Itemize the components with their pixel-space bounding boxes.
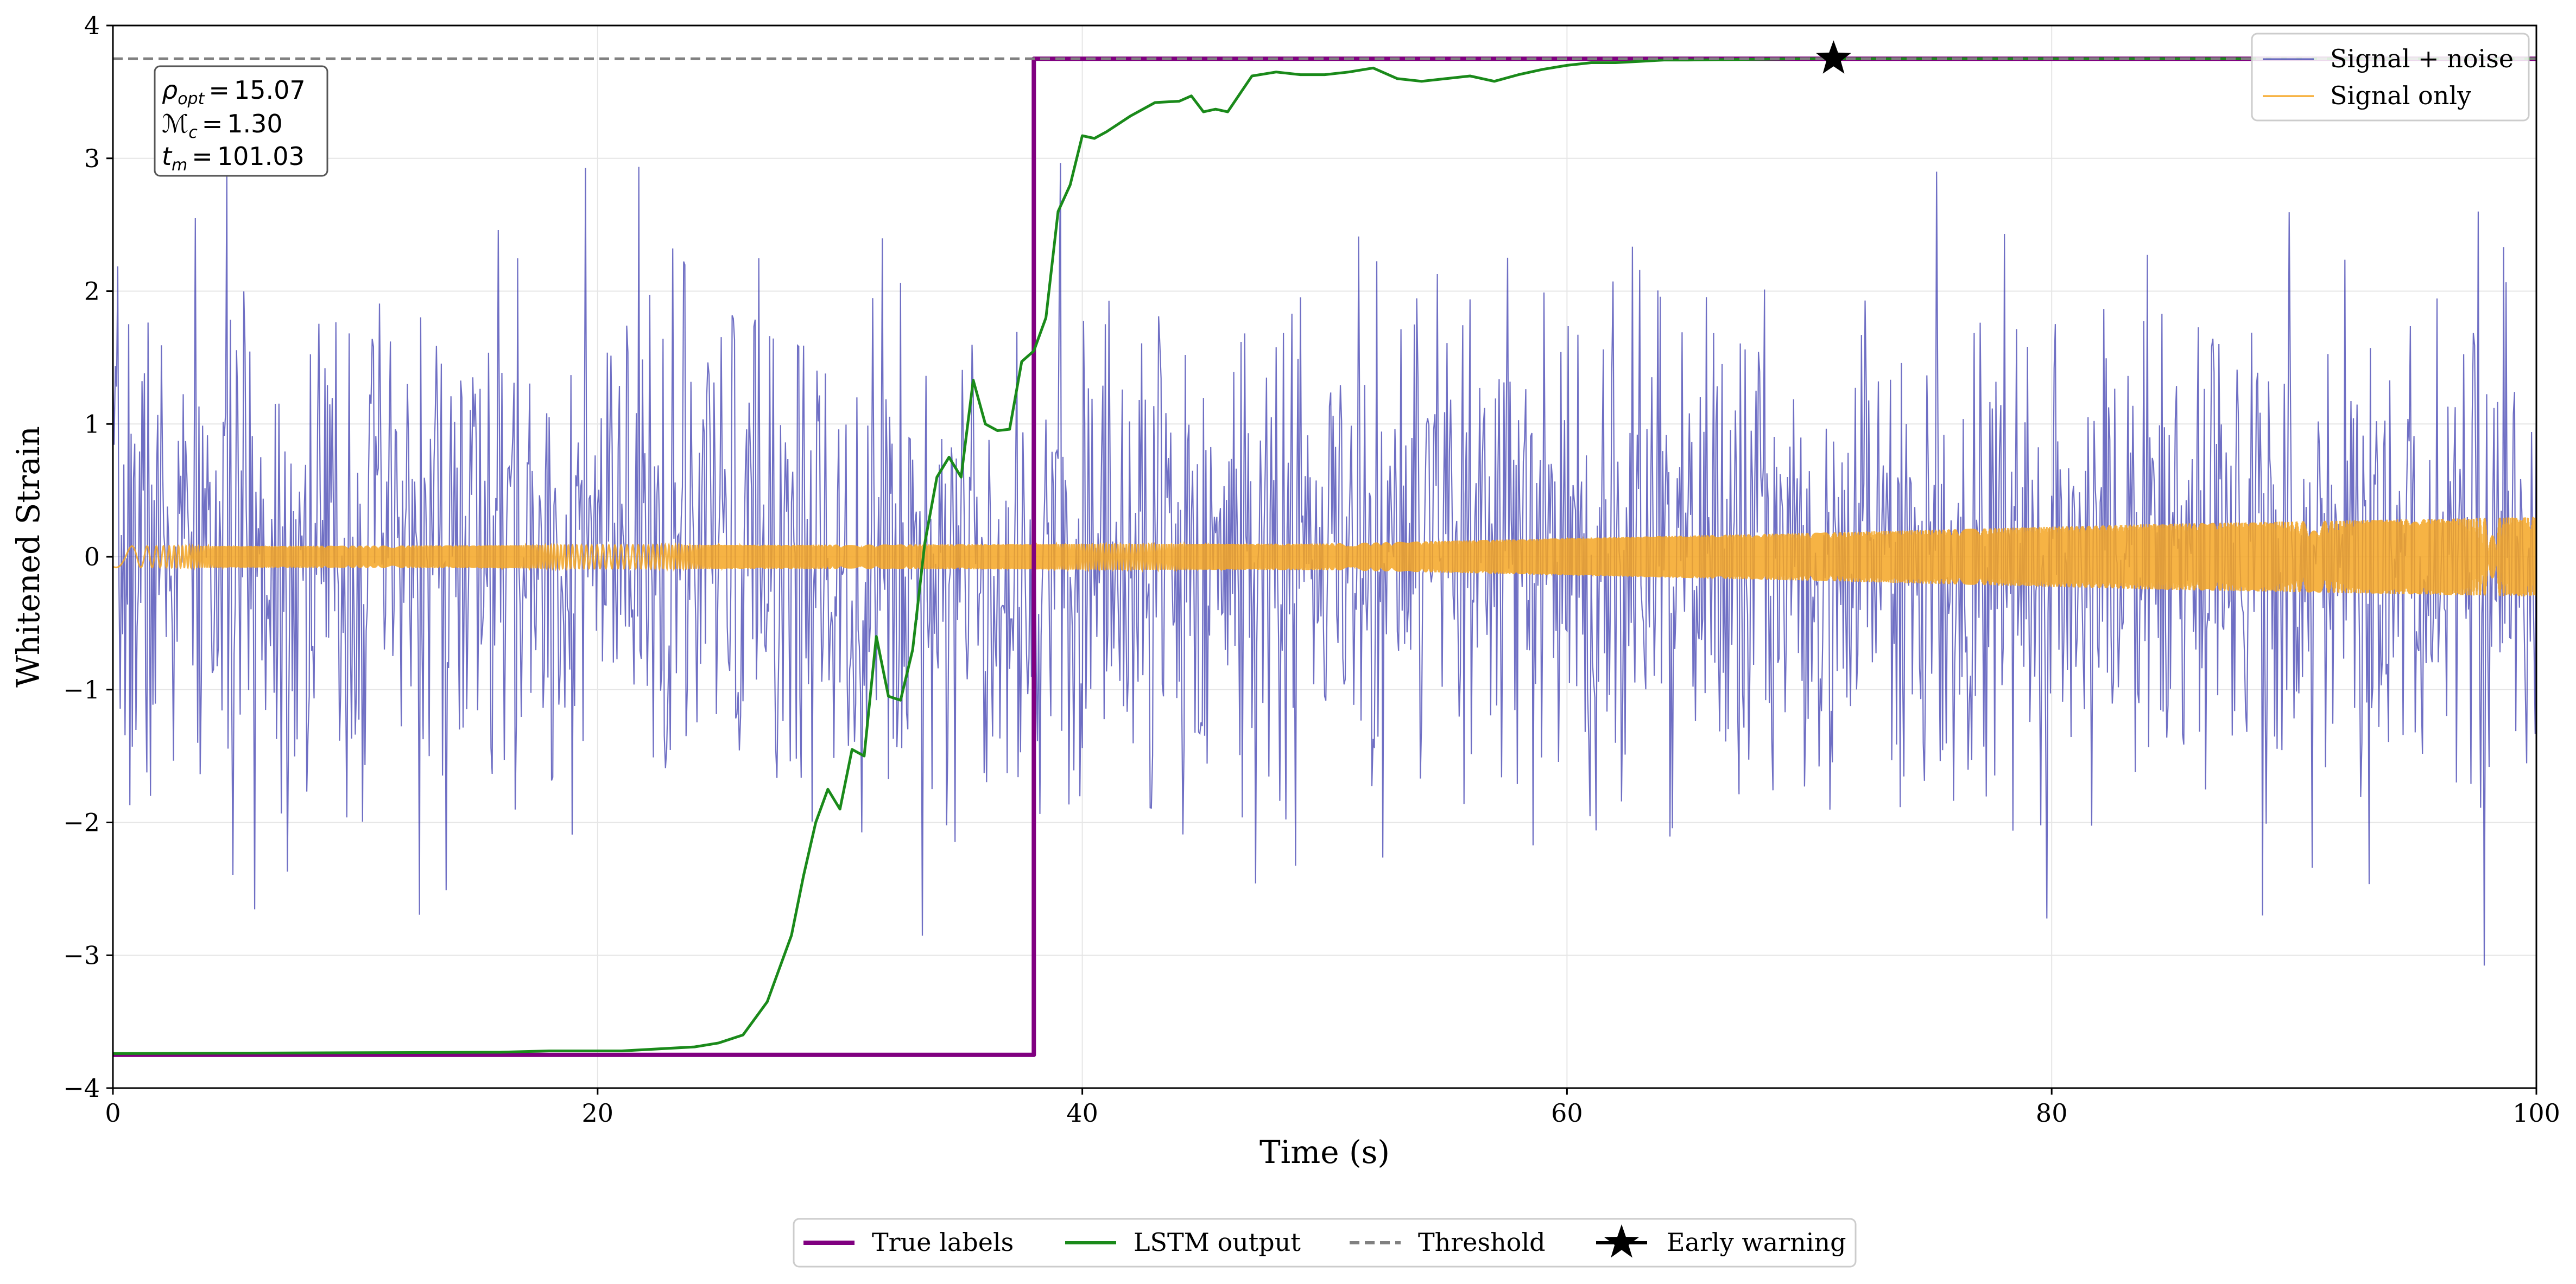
y-tick-label: −3 (63, 940, 100, 970)
x-axis-label: Time (s) (1259, 1134, 1390, 1171)
legend-upper-frame (2251, 33, 2530, 122)
series-lstm-output (113, 57, 2536, 1055)
early-warning-marker (1816, 40, 1851, 74)
y-tick-label: −4 (63, 1073, 100, 1103)
info-rho-equals: = (208, 75, 230, 105)
legend-label-true-labels: True labels (872, 1228, 1014, 1257)
y-axis-label: Whitened Strain (10, 426, 47, 688)
info-tm-subscript: m (172, 156, 187, 175)
x-tick-label: 80 (2036, 1098, 2068, 1128)
y-tick-label: 1 (84, 409, 100, 438)
legend-lower-frame (793, 1218, 1857, 1268)
y-tick-label: 2 (84, 277, 100, 306)
x-tick-label: 40 (1066, 1098, 1098, 1128)
y-tick-label: −1 (63, 675, 100, 704)
legend-label-early-warning: Early warning (1667, 1228, 1846, 1257)
legend-swatch-early-warning-star (1604, 1224, 1640, 1258)
info-rho-symbol: ρ (162, 75, 178, 105)
y-tick-label: 0 (84, 542, 100, 571)
legend-label-signal-noise: Signal + noise (2330, 44, 2514, 73)
info-rho-subscript: opt (178, 90, 205, 109)
legend-label-threshold: Threshold (1418, 1228, 1546, 1257)
x-tick-label: 0 (105, 1098, 121, 1128)
legend-label-signal-only: Signal only (2330, 81, 2471, 110)
x-tick-label: 100 (2512, 1098, 2560, 1128)
info-tm-equals: = (192, 142, 213, 171)
y-tick-label: 3 (84, 144, 100, 173)
axis-ticks: 0 20 40 60 80 100 −4 −3 −2 −1 0 1 2 3 4 (63, 11, 2560, 1128)
info-mc-value: 1.30 (227, 109, 282, 138)
info-box-frame (154, 65, 328, 177)
info-rho-opt: ρopt = 15.07 (162, 75, 306, 109)
info-mc-symbol: ℳ (162, 109, 188, 138)
info-tm-symbol: t (162, 142, 173, 171)
x-tick-label: 20 (582, 1098, 614, 1128)
info-mc-equals: = (202, 109, 223, 138)
info-tm-value: 101.03 (217, 142, 305, 171)
legend-lower: True labels LSTM output Threshold Early … (793, 1218, 1857, 1268)
info-rho-value: 15.07 (234, 75, 306, 105)
info-merger-time: tm = 101.03 (162, 142, 305, 175)
data-layer (113, 40, 2536, 1057)
y-tick-label: 4 (84, 11, 100, 40)
y-tick-label: −2 (63, 808, 100, 837)
legend-upper: Signal + noise Signal only (2251, 33, 2530, 122)
parameters-info-box: ρopt = 15.07 ℳc = 1.30 tm = 101.03 (154, 65, 328, 177)
info-mc-subscript: c (188, 123, 198, 142)
legend-label-lstm-output: LSTM output (1134, 1228, 1301, 1257)
series-signal-only (113, 517, 2536, 596)
info-chirp-mass: ℳc = 1.30 (162, 109, 283, 142)
x-tick-label: 60 (1551, 1098, 1583, 1128)
